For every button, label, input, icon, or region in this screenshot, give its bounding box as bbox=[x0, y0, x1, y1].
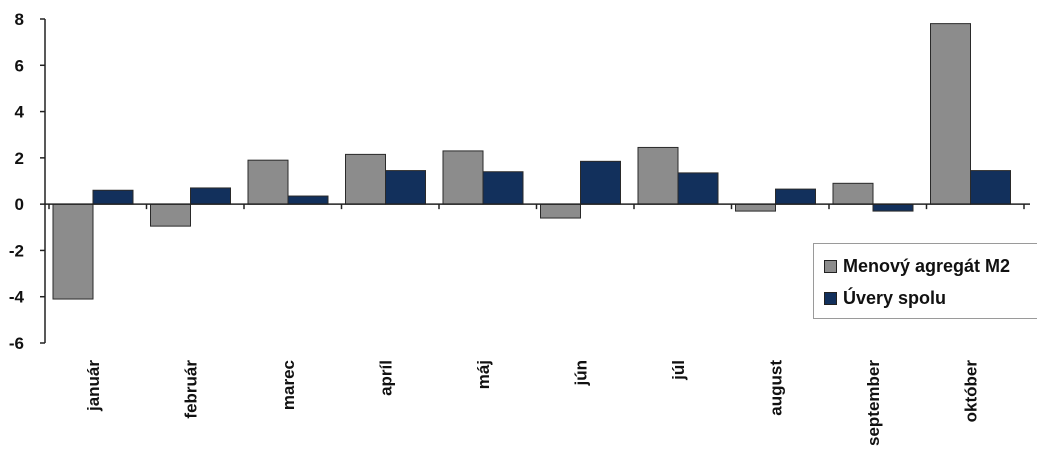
bar-m2 bbox=[150, 203, 191, 227]
bar-m2 bbox=[52, 203, 94, 300]
legend-label-m2: Menový agregát M2 bbox=[843, 256, 1011, 276]
x-category-label: apríl bbox=[377, 360, 396, 396]
x-category-label: máj bbox=[474, 360, 493, 389]
bar-uvery bbox=[872, 203, 914, 212]
bar-uvery bbox=[775, 188, 816, 205]
bar-m2 bbox=[442, 150, 484, 205]
y-tick-label: 6 bbox=[15, 56, 24, 75]
bar-uvery bbox=[580, 160, 621, 205]
x-category-label: júl bbox=[669, 360, 688, 381]
y-tick-label: -4 bbox=[9, 288, 25, 307]
bar-uvery bbox=[92, 189, 134, 205]
bar-uvery bbox=[287, 195, 329, 205]
bar-uvery bbox=[482, 171, 524, 205]
y-tick-label: -6 bbox=[9, 334, 24, 353]
legend-item-m2: Menový agregát M2 bbox=[824, 256, 1010, 277]
y-tick-label: 8 bbox=[15, 10, 24, 29]
bar-m2 bbox=[247, 159, 289, 205]
x-category-label: február bbox=[182, 360, 201, 419]
bar-uvery bbox=[677, 172, 719, 205]
x-category-label: jún bbox=[572, 360, 591, 387]
bar-m2 bbox=[930, 23, 971, 205]
bar-uvery bbox=[970, 170, 1011, 205]
y-tick-label: 0 bbox=[15, 195, 24, 214]
bar-m2 bbox=[735, 203, 776, 212]
legend: Menový agregát M2 Úvery spolu bbox=[813, 243, 1037, 319]
legend-item-uvery: Úvery spolu bbox=[824, 288, 946, 309]
x-category-label: január bbox=[84, 360, 103, 412]
bar-m2 bbox=[832, 182, 874, 205]
x-category-label: august bbox=[767, 360, 786, 416]
bar-uvery bbox=[385, 170, 426, 205]
bar-m2 bbox=[637, 146, 679, 205]
legend-label-uvery: Úvery spolu bbox=[843, 288, 947, 308]
bar-m2 bbox=[345, 153, 386, 205]
legend-swatch-uvery bbox=[824, 292, 837, 305]
x-category-label: september bbox=[864, 360, 883, 446]
bar-uvery bbox=[190, 187, 231, 205]
y-tick-label: 4 bbox=[15, 103, 25, 122]
x-category-label: október bbox=[962, 360, 981, 423]
bar-m2 bbox=[540, 203, 581, 219]
x-category-label: marec bbox=[279, 360, 298, 410]
y-tick-label: -2 bbox=[9, 241, 24, 260]
legend-swatch-m2 bbox=[824, 260, 837, 273]
y-tick-label: 2 bbox=[15, 149, 24, 168]
